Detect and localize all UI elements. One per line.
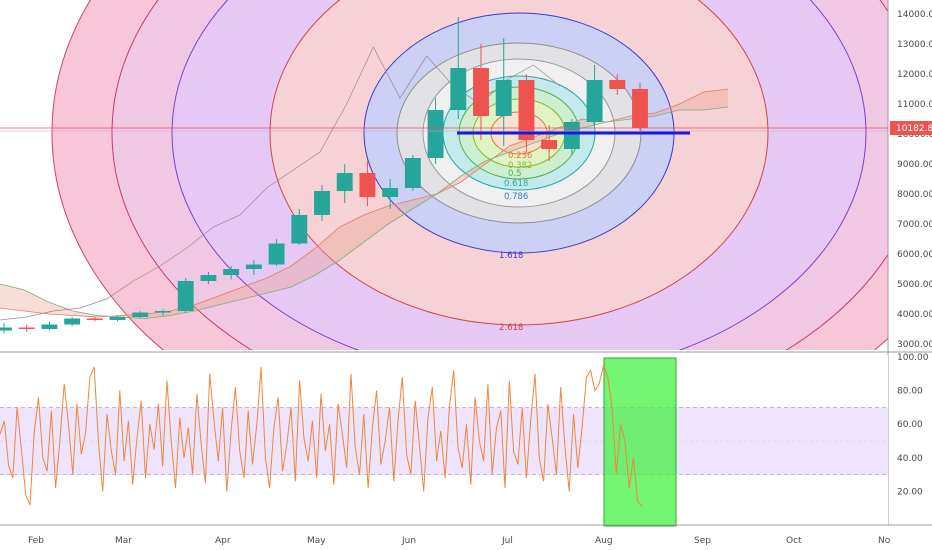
candle-body <box>427 110 444 158</box>
price-axis-labels: 14000.0013000.0012000.0011000.0010000.00… <box>897 10 932 350</box>
candle-body <box>86 318 103 320</box>
candle-body <box>314 191 330 215</box>
candle-body <box>155 311 171 313</box>
time-tick-label: Aug <box>595 536 613 546</box>
price-tick-label: 13000.00 <box>897 40 932 50</box>
candle-body <box>495 80 512 116</box>
time-tick-label: Oct <box>786 536 802 546</box>
candle-body <box>518 80 535 140</box>
price-tick-label: 4000.00 <box>897 310 932 320</box>
candle-body <box>0 327 12 331</box>
oscillator-tick-label: 80.00 <box>897 387 923 397</box>
fib-label-6: 2.618 <box>499 323 523 333</box>
price-tick-label: 3000.00 <box>897 340 932 350</box>
fib-label-3: 0.618 <box>504 179 528 189</box>
price-tick-label: 8000.00 <box>897 190 932 200</box>
oscillator-tick-label: 40.00 <box>897 454 923 464</box>
fib-labels: 0.236 0.382 0.5 0.618 0.786 1.618 2.618 <box>499 151 532 333</box>
price-tick-label: 5000.00 <box>897 280 932 290</box>
time-tick-label: Mar <box>115 536 132 546</box>
last-price-badge <box>890 121 932 135</box>
fib-label-1: 0.382 <box>508 161 532 171</box>
highlight-box[interactable] <box>603 357 677 527</box>
price-tick-label: 7000.00 <box>897 220 932 230</box>
oscillator-tick-label: 20.00 <box>897 487 923 497</box>
candle-body <box>132 312 149 317</box>
fib-label-0: 0.236 <box>508 151 532 161</box>
candles <box>0 17 648 334</box>
fib-label-4: 0.786 <box>504 192 528 202</box>
candle-body <box>609 80 626 89</box>
lagging-span-line <box>0 46 561 321</box>
oscillator-tick-label: 100.00 <box>897 353 929 363</box>
candle-body <box>268 243 285 265</box>
candle-body <box>223 269 240 275</box>
time-tick-label: May <box>307 536 326 546</box>
oscillator-line <box>0 363 643 507</box>
candle-body <box>563 122 580 149</box>
oscillator-tick-label: 60.00 <box>897 420 923 430</box>
candle-body <box>450 68 467 110</box>
fib-label-2: 0.5 <box>508 169 522 179</box>
candle-body <box>382 188 399 197</box>
time-tick-label: No <box>878 536 891 546</box>
candle-body <box>632 89 648 128</box>
price-tick-label: 11000.00 <box>897 100 932 110</box>
candle-body <box>64 318 81 325</box>
candle-body <box>404 158 421 188</box>
price-tick-label: 14000.00 <box>897 10 932 20</box>
price-tick-label: 12000.00 <box>897 70 932 80</box>
candle-body <box>177 281 194 311</box>
fib-label-5: 1.618 <box>499 251 523 261</box>
candle-body <box>473 68 489 116</box>
candle-body <box>359 173 376 197</box>
time-tick-label: Feb <box>28 536 44 546</box>
time-tick-label: Apr <box>215 536 231 546</box>
time-tick-label: Jul <box>501 536 513 546</box>
candle-body <box>18 327 35 329</box>
candle-body <box>291 215 308 244</box>
candle-body <box>245 264 262 269</box>
time-tick-label: Jun <box>401 536 416 546</box>
price-tick-label: 9000.00 <box>897 160 932 170</box>
time-axis-labels: Feb Mar Apr May Jun Jul Aug Sep Oct No <box>28 536 891 546</box>
candle-body <box>336 173 353 191</box>
candle-body <box>200 275 217 281</box>
price-tick-label: 6000.00 <box>897 250 932 260</box>
candle-body <box>586 80 603 122</box>
lagging-span <box>0 46 561 321</box>
candle-body <box>541 140 558 149</box>
candle-body <box>109 317 126 320</box>
time-tick-label: Sep <box>694 536 711 546</box>
oscillator-axis-labels: 100.00 80.00 60.00 40.00 20.00 <box>897 353 929 497</box>
candle-body <box>41 324 58 329</box>
last-price-badge-text: 10182.85 <box>896 124 932 134</box>
